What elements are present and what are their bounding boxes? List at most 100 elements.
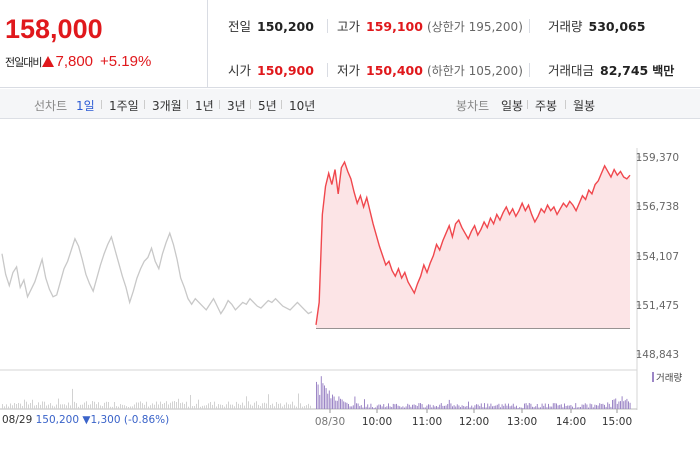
volume-bar xyxy=(30,402,31,409)
weekly-candle-button[interactable]: 주봉 xyxy=(535,99,558,113)
volume-bar xyxy=(64,404,65,409)
volume-bar xyxy=(380,404,381,409)
volume-bar xyxy=(591,404,593,409)
volume-bar xyxy=(332,394,333,409)
volume-bar xyxy=(608,403,610,409)
period-3m-button[interactable]: 3개월 xyxy=(152,99,182,113)
volume-bar xyxy=(367,404,369,409)
volume-bar xyxy=(88,404,89,409)
divider xyxy=(565,100,566,109)
volume-bar xyxy=(508,403,509,409)
prev-day-footer: 08/29 150,200 ▼1,300 (-0.86%) xyxy=(2,414,169,426)
divider xyxy=(219,100,220,109)
volume-bar xyxy=(248,401,249,409)
volume-bar xyxy=(322,383,324,409)
volume-bar xyxy=(485,407,487,409)
y-tick-label: 148,843 xyxy=(636,349,679,361)
trade-value-unit: 백만 xyxy=(652,64,675,78)
volume-bar xyxy=(391,407,393,409)
volume-bar xyxy=(410,406,412,409)
volume-bar xyxy=(383,404,385,409)
volume-bar xyxy=(525,403,527,409)
volume-bar xyxy=(511,405,513,409)
period-1y-button[interactable]: 1년 xyxy=(195,99,214,113)
volume-bar xyxy=(567,405,569,409)
volume-bar xyxy=(328,390,330,409)
period-3y-button[interactable]: 3년 xyxy=(227,99,246,113)
price-block: 158,000 전일대비 7,800 +5.19% xyxy=(0,0,208,88)
volume-bar xyxy=(434,406,436,409)
volume-bar xyxy=(108,402,109,409)
divider xyxy=(327,19,328,33)
volume-bar xyxy=(431,407,433,409)
volume-bar xyxy=(58,398,59,409)
daily-candle-button[interactable]: 일봉 xyxy=(501,99,524,113)
volume-bar xyxy=(527,405,529,409)
volume-bar xyxy=(240,404,241,409)
volume-bar xyxy=(160,401,161,409)
volume-bar xyxy=(70,405,71,409)
y-tick-label: 156,738 xyxy=(636,201,679,213)
volume-bar xyxy=(604,404,605,409)
volume-bar xyxy=(514,406,516,409)
volume-bar xyxy=(252,405,253,409)
volume-bar xyxy=(594,404,596,409)
volume-bar xyxy=(572,406,573,409)
volume-bar xyxy=(36,405,37,409)
volume-bar xyxy=(306,405,307,409)
volume-bar xyxy=(492,406,493,409)
volume-bar xyxy=(232,404,233,409)
volume-bar xyxy=(68,402,69,409)
period-1d-button[interactable]: 1일 xyxy=(76,99,95,113)
volume-label: 거래량 xyxy=(548,19,583,34)
volume-bar xyxy=(436,406,437,409)
volume-bar xyxy=(44,401,45,409)
volume-bar xyxy=(408,404,410,409)
volume-bar xyxy=(116,406,117,409)
volume-bar xyxy=(530,403,532,409)
period-10y-button[interactable]: 10년 xyxy=(289,99,316,113)
volume-bar xyxy=(341,399,343,409)
volume-bar xyxy=(184,403,185,409)
x-tick-label: 14:00 xyxy=(556,416,586,428)
open-label: 시가 xyxy=(228,63,252,78)
change-percent: +5.19% xyxy=(100,53,152,70)
volume-bar xyxy=(356,403,357,409)
volume-bar xyxy=(170,402,171,409)
volume-bar xyxy=(381,406,383,409)
volume-bar xyxy=(110,406,111,409)
volume-bar xyxy=(359,406,361,409)
price-chart[interactable]: 159,370 156,738 154,107 151,475 148,843 08/3… xyxy=(0,120,700,450)
monthly-candle-button[interactable]: 월봉 xyxy=(573,99,596,113)
volume-bar xyxy=(421,404,423,409)
prev-day-date: 08/29 xyxy=(2,414,33,426)
volume-bar xyxy=(280,403,281,409)
period-5y-button[interactable]: 5년 xyxy=(258,99,277,113)
volume-bar xyxy=(424,407,426,409)
today-area-fill xyxy=(316,162,630,329)
volume-bar xyxy=(330,398,332,409)
x-tick-label: 12:00 xyxy=(459,416,489,428)
volume-bar xyxy=(228,401,229,409)
volume-bar xyxy=(584,403,586,409)
volume-bar xyxy=(429,404,431,409)
volume-bar xyxy=(480,403,482,409)
volume-bar xyxy=(336,400,338,409)
volume-bar xyxy=(487,403,489,409)
volume-bar xyxy=(351,406,353,409)
volume-bar xyxy=(597,405,599,409)
volume-bar xyxy=(346,402,348,409)
period-1w-button[interactable]: 1주일 xyxy=(109,99,139,113)
volume-bar xyxy=(56,404,57,409)
volume-bar xyxy=(490,403,492,409)
volume-bar xyxy=(506,405,508,409)
volume-bar xyxy=(86,401,87,409)
volume-bar xyxy=(282,406,283,409)
divider xyxy=(101,100,102,109)
volume-bar xyxy=(90,404,91,409)
volume-bar xyxy=(437,406,439,409)
prev-close-stat: 전일 150,200 xyxy=(228,16,314,35)
volume-bar xyxy=(26,401,27,409)
volume-bar xyxy=(476,404,477,409)
volume-bar xyxy=(100,405,101,409)
